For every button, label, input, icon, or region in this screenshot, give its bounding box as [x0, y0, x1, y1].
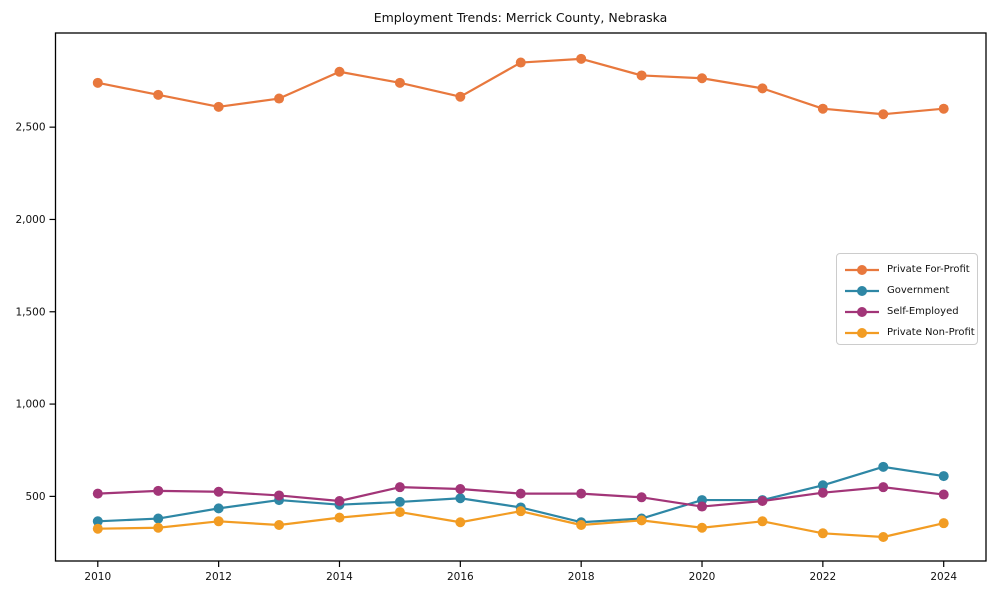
data-point [817, 480, 828, 491]
data-point [153, 485, 164, 496]
data-point [938, 103, 949, 114]
y-axis: 500 1,000 1,500 2,000 2,500 [15, 122, 56, 503]
series-self-employed [92, 482, 949, 512]
series-private-non-profit [92, 506, 949, 542]
data-point [576, 53, 587, 64]
legend-line-marker-icon [845, 285, 879, 296]
data-point [213, 516, 224, 527]
series-private-for-profit [92, 53, 949, 120]
x-axis: 2010 2012 2014 2016 2018 2020 2022 2024 [84, 561, 957, 583]
data-point [817, 528, 828, 539]
data-point [274, 93, 285, 104]
legend-label: Government [887, 285, 950, 296]
data-point [878, 461, 889, 472]
data-point [455, 517, 466, 528]
data-point [274, 520, 285, 530]
data-point [878, 109, 889, 120]
data-point [576, 488, 587, 499]
legend-line-marker-icon [845, 264, 879, 275]
x-tick-label: 2016 [447, 571, 474, 583]
x-tick-label: 2014 [326, 571, 353, 583]
legend-entry-private-for-profit: Private For-Profit [844, 259, 977, 280]
x-tick-label: 2012 [205, 571, 232, 583]
data-point [334, 496, 345, 506]
chart-title: Employment Trends: Merrick County, Nebra… [373, 10, 668, 25]
data-point [636, 70, 647, 81]
data-point [334, 66, 345, 77]
data-point [213, 486, 224, 497]
data-point [92, 523, 103, 534]
legend-label: Private Non-Profit [887, 327, 975, 338]
data-point [213, 503, 224, 514]
data-point [697, 73, 708, 84]
y-tick-label: 1,000 [15, 399, 45, 411]
data-point [153, 89, 164, 100]
data-point [515, 57, 526, 68]
data-point [697, 501, 708, 512]
data-point [817, 487, 828, 498]
data-point [938, 489, 949, 500]
legend-line-marker-icon [845, 327, 879, 338]
data-point [817, 103, 828, 114]
plot-frame [54, 32, 987, 562]
x-tick-label: 2024 [930, 571, 957, 583]
x-tick-label: 2022 [809, 571, 836, 583]
y-tick-label: 2,000 [15, 214, 45, 226]
legend: Private For-Profit Government Self-Employe… [836, 253, 978, 345]
data-point [213, 101, 224, 112]
data-point [576, 520, 587, 530]
data-point [515, 506, 526, 517]
data-point [394, 77, 405, 88]
data-point [274, 490, 285, 501]
y-tick-label: 1,500 [15, 306, 45, 318]
data-point [938, 518, 949, 529]
data-point [757, 516, 768, 527]
data-point [878, 482, 889, 493]
data-point [757, 83, 768, 94]
data-point [697, 522, 708, 533]
data-point [878, 532, 889, 542]
legend-entry-private-non-profit: Private Non-Profit [844, 322, 977, 343]
x-tick-label: 2020 [689, 571, 716, 583]
data-point [394, 496, 405, 507]
data-point [334, 512, 345, 523]
data-point [757, 496, 768, 506]
data-point [394, 482, 405, 493]
data-point [92, 516, 103, 527]
data-point [394, 507, 405, 518]
data-point [455, 91, 466, 102]
y-tick-label: 2,500 [15, 122, 45, 134]
legend-entry-self-employed: Self-Employed [844, 301, 977, 322]
data-point [636, 515, 647, 526]
data-point [515, 488, 526, 499]
legend-line-marker-icon [845, 306, 879, 317]
data-point [455, 493, 466, 504]
data-point [636, 492, 647, 503]
data-point [153, 522, 164, 533]
x-tick-label: 2010 [84, 571, 111, 583]
data-point [92, 488, 103, 499]
data-point [455, 484, 466, 494]
data-point [92, 77, 103, 88]
y-tick-label: 500 [25, 491, 45, 503]
data-point [153, 513, 164, 524]
x-tick-label: 2018 [568, 571, 595, 583]
data-point [938, 471, 949, 482]
legend-label: Self-Employed [887, 306, 959, 317]
legend-entry-government: Government [844, 280, 977, 301]
legend-label: Private For-Profit [887, 264, 970, 275]
